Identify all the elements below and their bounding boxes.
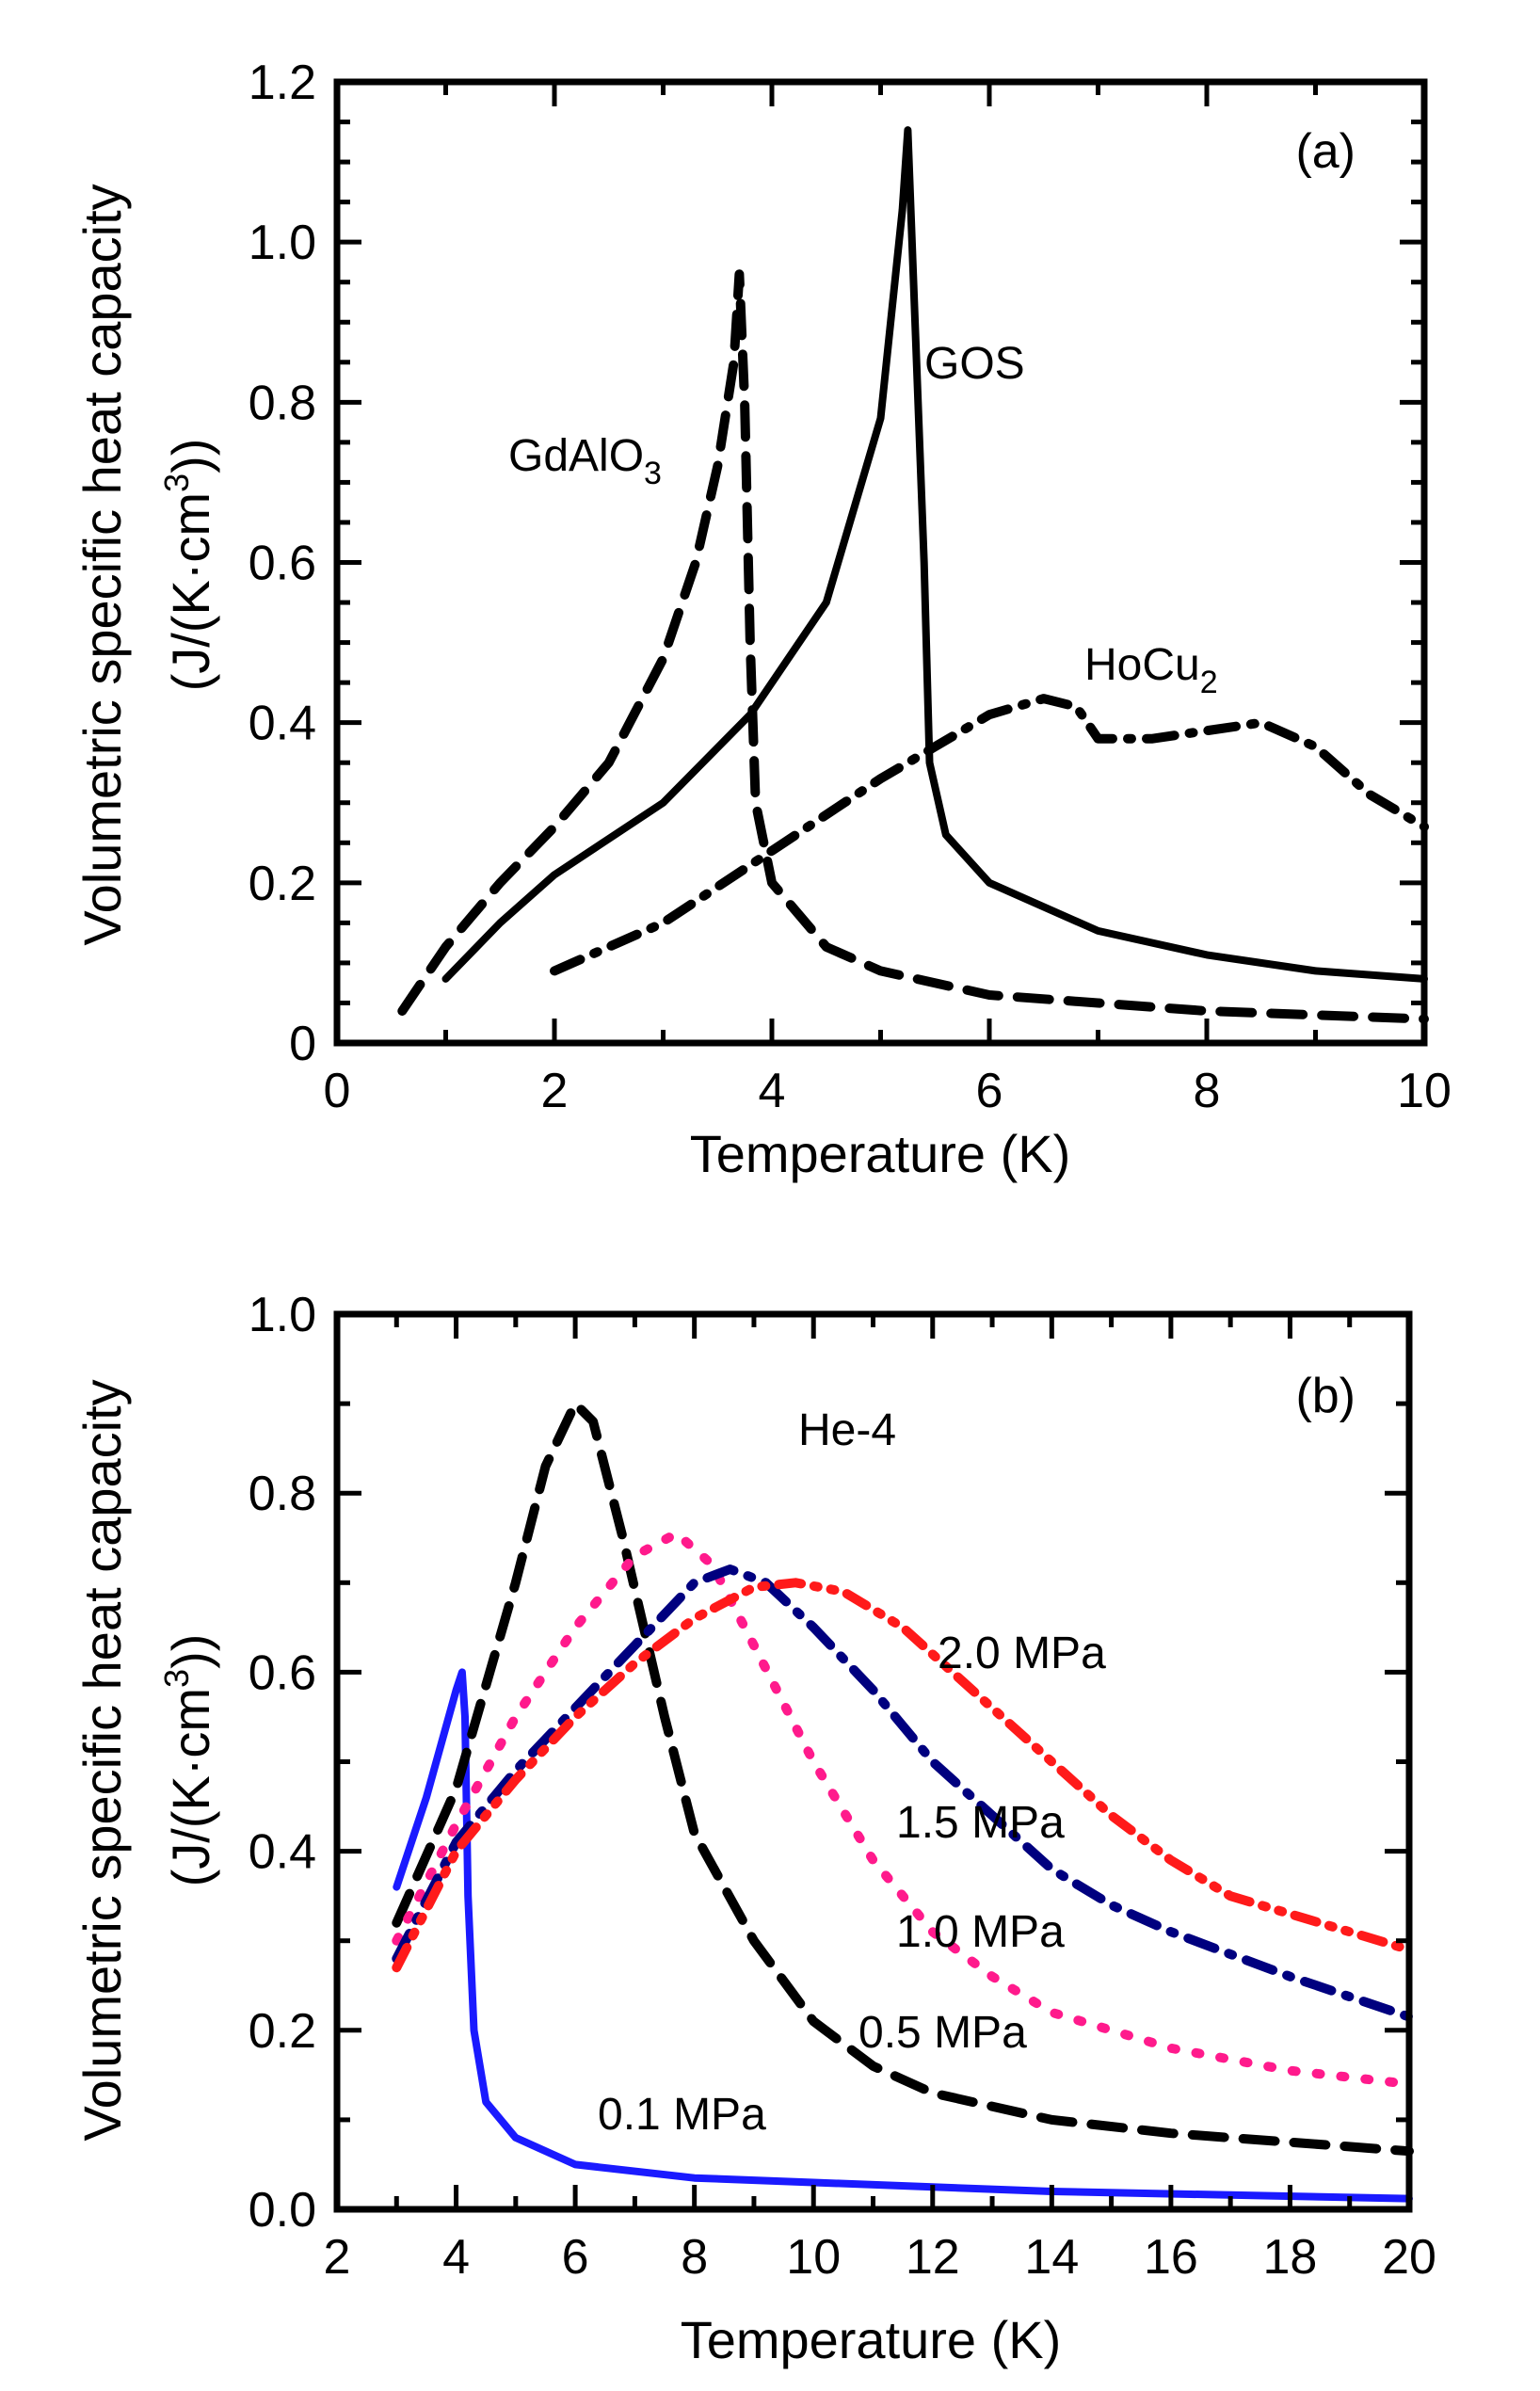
x-tick-label: 4 [442,2230,470,2285]
ylabel-units: (J/(K·cm [161,1688,220,1887]
ylabel-superscript: 3 [157,473,196,492]
series-line-1-0-mpa [392,1529,1414,2089]
panel-a-y-tick-labels: 0 0.2 0.4 0.6 0.8 1.0 1.2 [249,56,316,1071]
x-tick-label: 8 [1194,1064,1221,1118]
y-tick-label: 0.6 [249,1645,316,1700]
panel-b-tag: (b) [1295,1369,1356,1423]
y-tick-label: 0.6 [249,537,316,591]
y-tick-label: 1.0 [249,216,316,270]
y-tick-label: 0.8 [249,376,316,430]
panel-a-y-axis-title-line1: Volumetric specific heat capacity [72,184,132,945]
ylabel-units-end: )) [161,1634,220,1669]
panel-b-x-axis-title: Temperature (K) [681,2310,1062,2369]
gdalo3-label-main: GdAlO [508,431,644,481]
gdalo3-label: GdAlO3 [508,431,662,491]
y-tick-label: 0.4 [249,1825,316,1880]
y-tick-label: 0.4 [249,697,316,751]
ylabel-units-end: )) [161,439,220,473]
y-tick-label: 0 [289,1017,316,1071]
panel-b-y-axis-title-line1: Volumetric specific heat capacity [72,1379,132,2141]
x-tick-label: 2 [541,1064,569,1118]
he4-label: He-4 [798,1405,896,1455]
series-line-0-1-mpa [393,1668,1413,2203]
x-tick-label: 12 [906,2230,960,2285]
hocu2-label-main: HoCu [1084,640,1200,690]
x-tick-label: 14 [1024,2230,1079,2285]
x-tick-label: 6 [562,2230,589,2285]
y-tick-label: 0.2 [249,2004,316,2059]
panel-a-tag: (a) [1295,124,1356,179]
label-2-0-mpa: 2.0 MPa [938,1629,1106,1678]
y-tick-label: 0.2 [249,857,316,911]
panel-b-curves [392,1399,1414,2203]
panel-a-frame [333,78,1428,1047]
x-tick-label: 10 [786,2230,841,2285]
panel-a: 0 2 4 6 8 10 0 0.2 0.4 0.6 0.8 1.0 1.2 Temperature … [72,56,1452,1183]
label-1-0-mpa: 1.0 MPa [896,1907,1065,1957]
series-line-0-5-mpa [392,1399,1414,2157]
series-line-gos [441,126,1428,983]
x-tick-label: 16 [1144,2230,1198,2285]
ylabel-units: (J/(K·cm [161,492,220,692]
ylabel-superscript: 3 [157,1669,196,1688]
hocu2-label: HoCu2 [1084,640,1218,700]
panel-a-y-axis-title-line2: (J/(K·cm3)) [157,439,220,692]
y-tick-label: 1.2 [249,56,316,110]
series-line-1-5-mpa [392,1565,1414,2022]
panel-a-x-axis-title: Temperature (K) [690,1124,1071,1183]
x-tick-label: 6 [976,1064,1003,1118]
x-tick-label: 10 [1397,1064,1452,1118]
y-tick-label: 0.8 [249,1467,316,1521]
panel-b-frame [333,1310,1413,2213]
panel-b-y-axis-title-line2: (J/(K·cm3)) [157,1634,220,1887]
panel-a-curves [397,126,1429,1024]
x-tick-label: 0 [324,1064,351,1118]
series-line-2-0-mpa [392,1578,1414,1973]
y-tick-label: 0.0 [249,2183,316,2238]
gos-label: GOS [924,339,1025,389]
x-tick-label: 4 [759,1064,786,1118]
panel-a-x-tick-labels: 0 2 4 6 8 10 [324,1064,1452,1118]
hocu2-label-sub: 2 [1200,665,1218,700]
label-0-5-mpa: 0.5 MPa [858,2008,1027,2058]
x-tick-label: 2 [324,2230,351,2285]
panel-b-y-tick-labels: 0.0 0.2 0.4 0.6 0.8 1.0 [249,1288,316,2238]
y-tick-label: 1.0 [249,1288,316,1342]
panel-b-x-tick-labels: 2 4 6 8 10 12 14 16 18 20 [324,2230,1436,2285]
x-tick-label: 8 [681,2230,708,2285]
x-tick-label: 18 [1263,2230,1318,2285]
label-1-5-mpa: 1.5 MPa [896,1798,1065,1848]
label-0-1-mpa: 0.1 MPa [598,2090,766,2140]
gdalo3-label-sub: 3 [644,456,662,491]
series-line-hocu2 [550,694,1429,976]
panel-a-ticks [334,79,1427,1046]
panel-b: 2 4 6 8 10 12 14 16 18 20 0.0 0.2 0.4 0.6 0.8 1.0 Temp… [72,1288,1436,2369]
series-line-gdalo3 [397,269,1429,1024]
x-tick-label: 20 [1382,2230,1436,2285]
